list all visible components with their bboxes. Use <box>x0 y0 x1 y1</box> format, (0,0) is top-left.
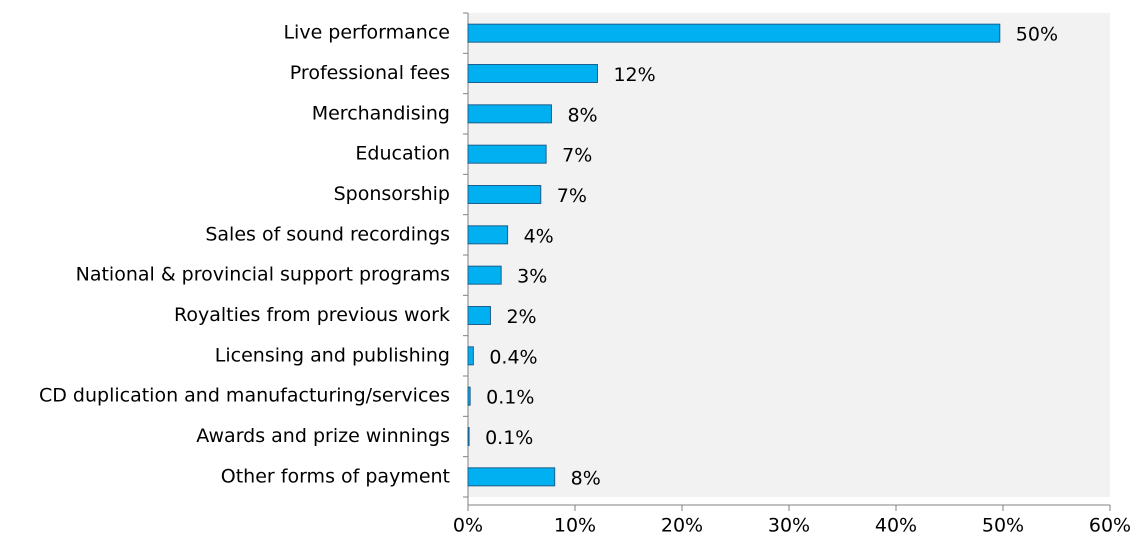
x-tick-label: 20% <box>661 515 703 537</box>
x-tick-label: 10% <box>554 515 596 537</box>
x-tick-label: 40% <box>875 515 917 537</box>
y-tick-label: Professional fees <box>290 62 450 84</box>
bar <box>467 23 1001 43</box>
x-tick-label: 0% <box>453 515 483 537</box>
value-label: 0.4% <box>489 346 537 368</box>
bar <box>467 64 598 83</box>
y-tick-label: CD duplication and manufacturing/service… <box>39 385 450 407</box>
bar <box>467 306 491 325</box>
y-tick-label: Education <box>355 143 450 165</box>
value-label: 3% <box>517 266 547 288</box>
bar <box>467 104 552 124</box>
value-label: 2% <box>506 306 536 328</box>
bar <box>467 185 542 204</box>
value-label: 7% <box>557 185 587 207</box>
bar <box>467 225 509 245</box>
y-tick-label: Live performance <box>283 22 450 44</box>
plot-area <box>468 13 1110 497</box>
value-label: 0.1% <box>486 387 534 409</box>
bar <box>467 467 556 487</box>
value-label: 0.1% <box>485 427 533 449</box>
y-tick-label: Royalties from previous work <box>174 304 450 326</box>
x-tick-label: 50% <box>982 515 1024 537</box>
bar <box>467 346 474 366</box>
value-label: 50% <box>1016 24 1058 46</box>
bar <box>467 265 502 285</box>
value-label: 4% <box>524 225 554 247</box>
y-tick-label: Sponsorship <box>334 183 450 205</box>
value-label: 8% <box>567 104 597 126</box>
y-tick-label: Sales of sound recordings <box>205 223 450 245</box>
x-tick-label: 30% <box>768 515 810 537</box>
x-tick-label: 60% <box>1089 515 1131 537</box>
bar <box>467 144 547 164</box>
value-label: 7% <box>562 145 592 167</box>
y-tick-label: Other forms of payment <box>221 465 450 487</box>
value-label: 8% <box>571 467 601 489</box>
y-tick-label: Licensing and publishing <box>215 344 450 366</box>
bar <box>467 427 470 446</box>
value-label: 12% <box>613 64 655 86</box>
y-tick-label: Merchandising <box>312 102 450 124</box>
bar <box>467 386 471 406</box>
y-tick-label: National & provincial support programs <box>76 264 450 286</box>
y-tick-label: Awards and prize winnings <box>196 425 450 447</box>
